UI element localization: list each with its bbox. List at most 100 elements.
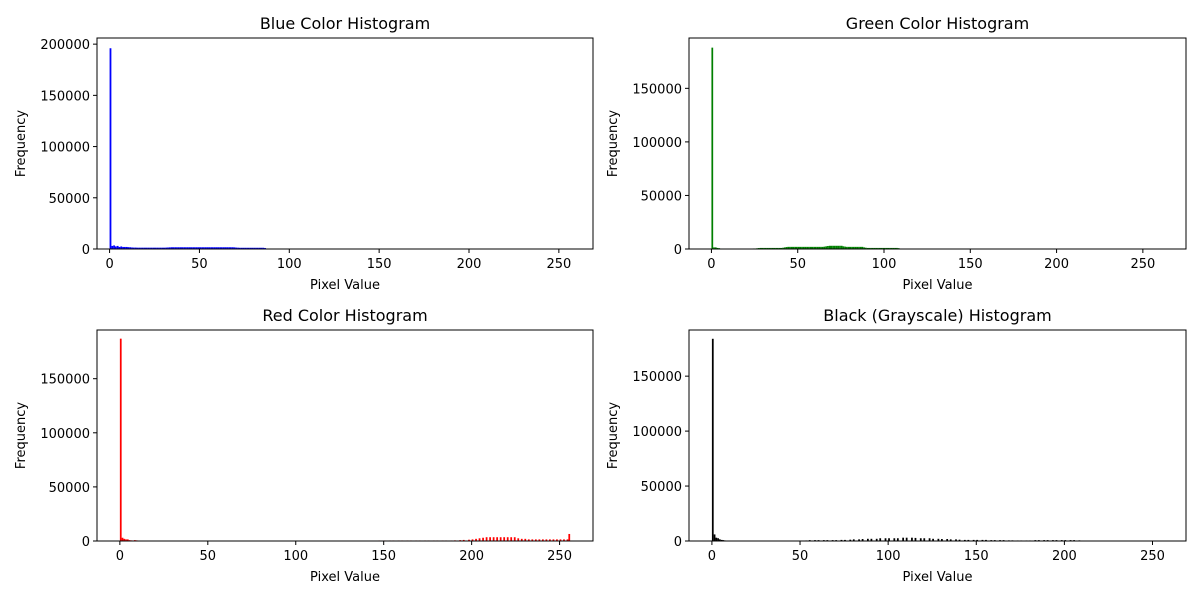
histogram-bar <box>503 537 506 541</box>
histogram-bar <box>958 539 961 541</box>
histogram-bar <box>123 538 126 541</box>
histogram-bar <box>566 539 569 541</box>
histogram-bar <box>852 539 855 541</box>
histogram-bar <box>260 247 263 249</box>
histogram-bar <box>568 533 571 541</box>
histogram-bar <box>177 247 180 249</box>
histogram-bar <box>192 247 195 249</box>
histogram-bar <box>217 247 220 249</box>
histogram-bar <box>777 247 779 249</box>
histogram-bar <box>485 537 488 541</box>
histogram-bar <box>763 247 765 249</box>
histogram-bar <box>985 539 987 541</box>
histogram-bar <box>233 247 236 249</box>
histogram-bar <box>830 245 833 249</box>
histogram-bar <box>885 247 888 249</box>
histogram-bar <box>878 247 881 249</box>
histogram-bar <box>768 247 771 249</box>
histogram-bar <box>215 247 218 249</box>
histogram-bar <box>949 539 952 541</box>
histogram-bar <box>541 539 544 541</box>
histogram-bar <box>126 539 129 541</box>
histogram-bar <box>797 246 800 249</box>
histogram-bar <box>873 247 876 249</box>
histogram-bar <box>145 247 148 249</box>
x-tick-label: 200 <box>1044 257 1069 272</box>
histogram-bar <box>716 247 719 249</box>
x-tick-label: 100 <box>872 257 897 272</box>
chart-title: Red Color Histogram <box>262 306 427 325</box>
y-tick-label: 150000 <box>40 89 90 104</box>
histogram-bar <box>875 247 878 249</box>
histogram-bar <box>185 247 187 249</box>
histogram-bar <box>114 246 117 249</box>
histogram-bar <box>789 246 791 249</box>
histogram-bar <box>879 538 882 541</box>
histogram-bar <box>143 247 146 249</box>
histogram-bar <box>847 246 850 249</box>
histogram-bar <box>170 247 173 249</box>
axes-frame <box>688 329 1187 542</box>
x-tick-label: 150 <box>964 549 989 564</box>
histogram-bar <box>865 247 867 249</box>
histogram-bar <box>264 247 266 249</box>
histogram-bar <box>475 538 477 541</box>
histogram-bar <box>255 247 257 249</box>
histogram-bar <box>206 247 209 249</box>
histogram-bar <box>809 246 812 249</box>
histogram-bar <box>782 247 784 249</box>
histogram-bar <box>129 247 132 249</box>
histogram-bar <box>138 247 141 249</box>
x-axis-label: Pixel Value <box>310 570 380 585</box>
histogram-bar <box>228 247 230 249</box>
histogram-bar <box>556 539 558 541</box>
histogram-bar <box>131 247 133 249</box>
histogram-bar <box>839 245 841 249</box>
histogram-bar <box>813 246 815 249</box>
histogram-bar <box>804 246 807 249</box>
histogram-bar <box>799 246 802 249</box>
x-axis-label: Pixel Value <box>903 570 973 585</box>
histogram-bar <box>718 539 721 541</box>
histogram-bar <box>713 247 715 249</box>
histogram-bar <box>147 247 150 249</box>
x-tick-label: 250 <box>547 549 572 564</box>
histogram-bar <box>937 538 940 541</box>
y-axis-label: Frequency <box>606 402 621 469</box>
histogram-bar <box>866 247 869 249</box>
histogram-bar <box>783 247 786 249</box>
histogram-bar <box>183 247 186 249</box>
histogram-bar <box>249 247 252 249</box>
histogram-bar <box>882 247 885 249</box>
x-tick-label: 50 <box>789 257 806 272</box>
histogram-bar <box>811 246 814 249</box>
histogram-bar <box>222 247 225 249</box>
histogram-bar <box>720 539 723 541</box>
histogram-bar <box>837 245 840 249</box>
histogram-bar <box>244 247 247 249</box>
y-tick-label: 50000 <box>49 192 90 207</box>
histogram-bar <box>932 538 934 541</box>
histogram-bar <box>258 247 261 249</box>
histogram-bar <box>892 247 895 249</box>
histogram-bar <box>972 539 975 541</box>
histogram-bar <box>197 247 200 249</box>
histogram-bar <box>849 539 852 541</box>
histogram-bar <box>229 247 232 249</box>
histogram-bar <box>870 247 872 249</box>
y-tick-label: 0 <box>82 243 90 258</box>
histogram-bar <box>859 246 862 249</box>
histogram-bar <box>808 246 810 249</box>
histogram-bar <box>778 247 781 249</box>
histogram-bar <box>203 247 205 249</box>
histogram-bar <box>125 246 128 249</box>
histogram-bar <box>190 247 193 249</box>
histogram-bar <box>213 247 216 249</box>
histogram-bar <box>256 247 259 249</box>
histogram-bar <box>825 246 828 249</box>
histogram-bar <box>802 246 805 249</box>
histogram-bar <box>152 247 155 249</box>
x-tick-label: 100 <box>283 549 308 564</box>
x-axis-label: Pixel Value <box>903 278 973 293</box>
histogram-bar <box>787 246 790 249</box>
